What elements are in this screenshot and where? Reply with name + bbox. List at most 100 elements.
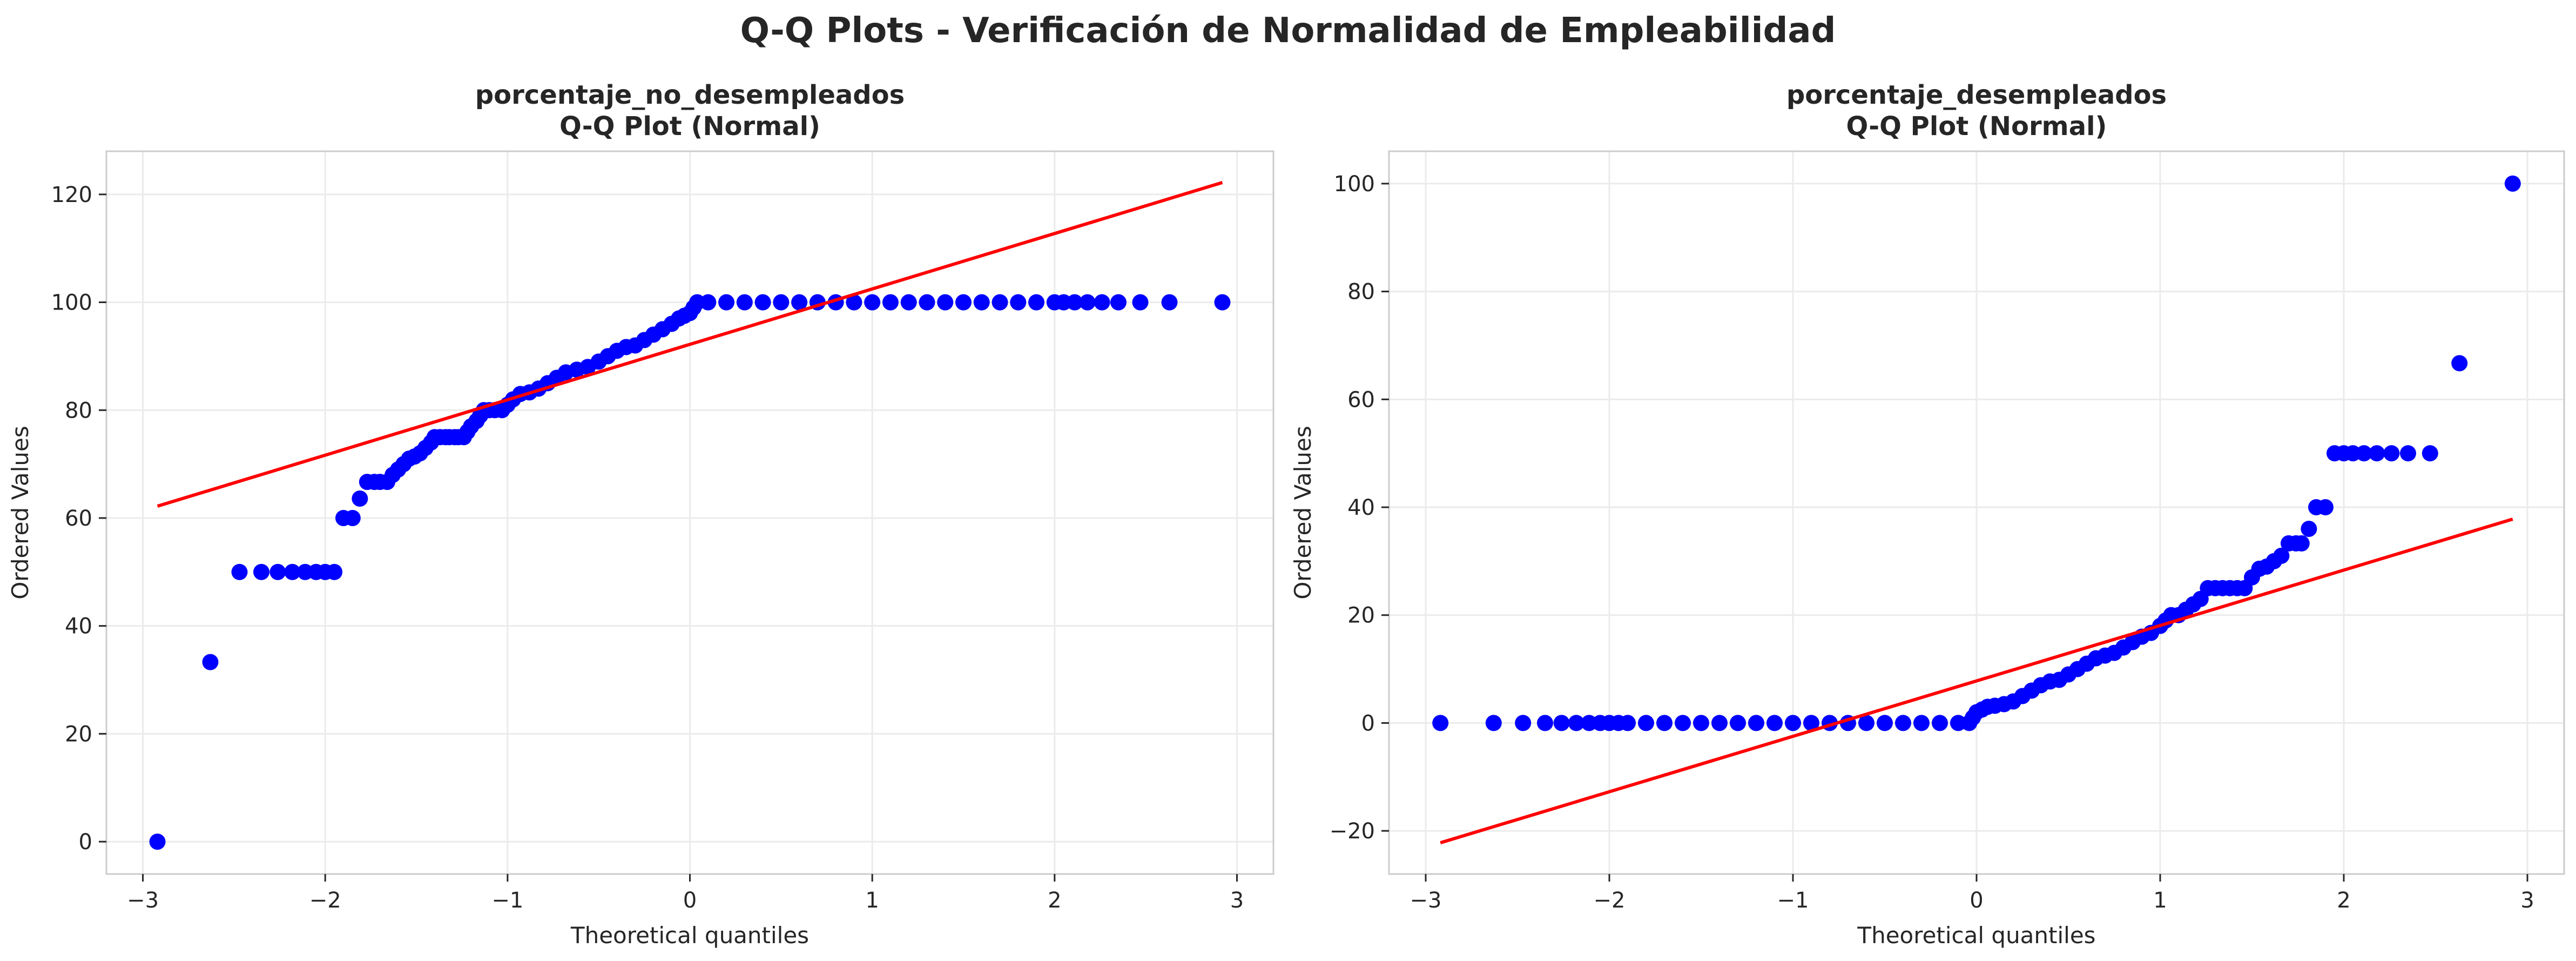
x-tick-label: 0 — [683, 888, 697, 913]
qq-data-point — [1785, 715, 1801, 731]
qq-data-point — [955, 294, 972, 311]
qq-data-point — [900, 294, 917, 311]
qq-data-point — [1693, 715, 1709, 731]
qq-data-point — [919, 294, 935, 311]
qq-plot-panel-no-desempleados: −3 −2 −1 0 1 2 3 0 20 40 60 80 100 120 Theoretical qua… — [7, 80, 1274, 949]
qq-data-point — [718, 294, 735, 311]
qq-reference-line — [157, 181, 1223, 508]
qq-data-point — [1913, 715, 1930, 731]
y-tick-label: 0 — [1361, 711, 1375, 736]
qq-data-point — [1132, 294, 1149, 311]
qq-data-point — [1079, 294, 1096, 311]
y-tick-label: 40 — [1347, 495, 1375, 520]
qq-data-point — [2293, 535, 2310, 552]
qq-data-point — [1895, 715, 1911, 731]
y-tick-label: 80 — [65, 398, 92, 423]
x-tick-label: 2 — [1048, 888, 1061, 913]
qq-data-point — [937, 294, 954, 311]
qq-data-point — [352, 490, 368, 507]
qq-data-point — [992, 294, 1008, 311]
qq-data-point — [973, 294, 990, 311]
qq-data-point — [754, 294, 771, 311]
qq-data-point — [2400, 445, 2416, 462]
qq-data-point — [1748, 715, 1764, 731]
x-tick-label: 3 — [1230, 888, 1244, 913]
qq-data-point — [1485, 715, 1502, 731]
qq-data-point — [2504, 175, 2521, 192]
qq-data-point — [1094, 294, 1110, 311]
qq-data-point — [773, 294, 790, 311]
qq-data-point — [1766, 715, 1783, 731]
x-tick-label: −3 — [1410, 888, 1442, 913]
y-tick-label: 100 — [51, 291, 92, 315]
qq-data-point — [1932, 715, 1948, 731]
qq-data-point — [2301, 520, 2317, 537]
qq-plot-panel-desempleados: −3 −2 −1 0 1 2 3 −20 0 20 40 60 80 100 Theoretical qua… — [1290, 80, 2565, 949]
qq-data-point — [791, 294, 808, 311]
qq-data-point — [284, 563, 301, 580]
qq-data-point — [864, 294, 881, 311]
qq-data-point — [1028, 294, 1045, 311]
qq-reference-line — [1440, 518, 2513, 844]
qq-data-point — [1711, 715, 1728, 731]
qq-data-point — [1803, 715, 1819, 731]
qq-data-point — [1010, 294, 1027, 311]
y-tick-label: 60 — [1347, 387, 1375, 412]
qq-data-point — [269, 563, 286, 580]
qq-data-point — [253, 563, 270, 580]
x-tick-label: −2 — [309, 888, 341, 913]
qq-data-point — [326, 563, 343, 580]
qq-data-point — [700, 294, 717, 311]
qq-data-point — [736, 294, 753, 311]
y-axis-label: Ordered Values — [7, 426, 33, 600]
qq-data-point — [1620, 715, 1636, 731]
qq-data-point — [344, 509, 361, 526]
qq-data-point — [1161, 294, 1178, 311]
qq-data-point — [1675, 715, 1691, 731]
qq-data-point — [1858, 715, 1874, 731]
panel-subtitle: Q-Q Plot (Normal) — [1846, 111, 2107, 142]
qq-data-point — [1638, 715, 1654, 731]
y-tick-label: 20 — [1347, 603, 1375, 628]
x-axis-label: Theoretical quantiles — [1857, 922, 2095, 949]
y-tick-label: 60 — [65, 506, 92, 531]
y-tick-label: 80 — [1347, 280, 1375, 305]
qq-data-point — [202, 654, 219, 670]
qq-data-point — [149, 834, 166, 850]
qq-data-point — [1568, 715, 1584, 731]
y-tick-label: 0 — [79, 830, 92, 855]
qq-data-point — [1553, 715, 1570, 731]
qq-data-point — [1730, 715, 1746, 731]
y-tick-label: 20 — [65, 722, 92, 747]
qq-data-point — [1214, 294, 1231, 311]
y-tick-label: 40 — [65, 614, 92, 639]
x-tick-label: 0 — [1970, 888, 1983, 913]
qq-data-point — [231, 563, 248, 580]
qq-data-point — [1110, 294, 1127, 311]
x-axis-label: Theoretical quantiles — [570, 922, 809, 949]
x-tick-label: −3 — [127, 888, 159, 913]
y-axis-label: Ordered Values — [1290, 426, 1316, 600]
qq-data-point — [2356, 445, 2372, 462]
qq-data-point — [2317, 499, 2334, 516]
x-tick-label: −1 — [491, 888, 523, 913]
x-tick-label: 1 — [2153, 888, 2167, 913]
qq-data-point — [1537, 715, 1553, 731]
qq-data-point — [2369, 445, 2385, 462]
x-tick-label: 3 — [2520, 888, 2534, 913]
x-tick-label: 2 — [2337, 888, 2350, 913]
x-tick-label: −2 — [1594, 888, 1626, 913]
qq-data-point — [1515, 715, 1532, 731]
qq-data-point — [1432, 715, 1449, 731]
figure-suptitle: Q-Q Plots - Verificación de Normalidad d… — [740, 11, 1836, 51]
y-tick-label: 100 — [1334, 172, 1375, 197]
x-tick-label: 1 — [865, 888, 879, 913]
qq-data-point — [1877, 715, 1893, 731]
panel-title: porcentaje_no_desempleados — [475, 80, 905, 110]
qq-data-point — [2273, 547, 2290, 564]
qq-data-point — [1066, 294, 1083, 311]
qq-data-point — [2451, 355, 2468, 372]
panel-subtitle: Q-Q Plot (Normal) — [559, 111, 820, 142]
qq-data-point — [2383, 445, 2400, 462]
